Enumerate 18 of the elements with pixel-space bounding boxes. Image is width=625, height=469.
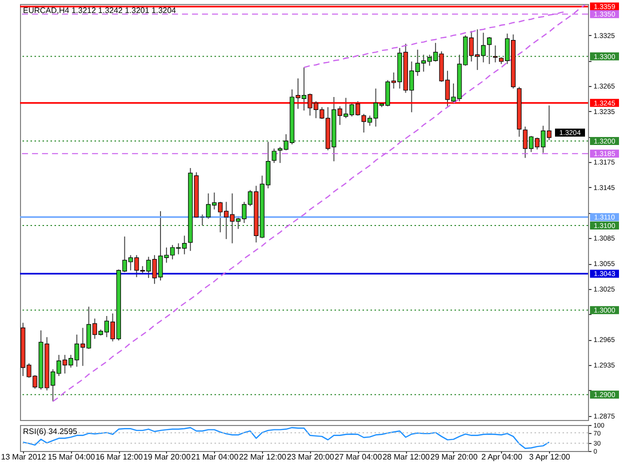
x-tick-label: 19 Mar 20:00 bbox=[143, 452, 192, 462]
candlestick bbox=[272, 148, 276, 164]
chart-title: RSI(6) 34.2595 bbox=[23, 427, 78, 436]
x-tick-label: 29 Mar 20:00 bbox=[430, 452, 478, 462]
x-tick-label: 28 Mar 12:00 bbox=[382, 452, 430, 462]
x-tick-label: 13 Mar 2012 bbox=[1, 452, 46, 462]
x-tick-label: 3 Apr 12:00 bbox=[529, 452, 571, 462]
candlestick bbox=[493, 44, 498, 63]
x-tick-label: 2 Apr 04:00 bbox=[481, 452, 523, 462]
x-tick-label: 27 Mar 04:00 bbox=[334, 452, 382, 462]
x-tick-label: 21 Mar 04:00 bbox=[191, 452, 239, 462]
x-tick-label: 16 Mar 12:00 bbox=[96, 452, 144, 462]
x-tick-label: 23 Mar 20:00 bbox=[286, 452, 335, 462]
candlestick bbox=[487, 36, 492, 65]
line-series bbox=[22, 427, 550, 449]
chart-title: EURCAD,H4 1.3212 1.3242 1.3201 1.3204 bbox=[23, 6, 177, 15]
x-tick-label: 22 Mar 12:00 bbox=[239, 452, 287, 462]
x-tick-label: 15 Mar 04:00 bbox=[48, 452, 96, 462]
